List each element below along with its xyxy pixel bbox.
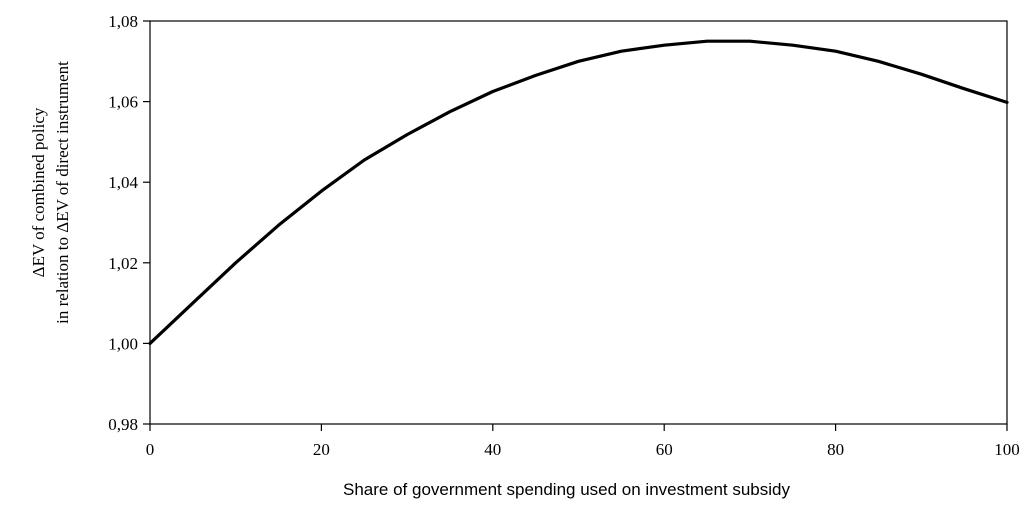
y-tick-label: 1,08	[108, 12, 138, 31]
y-tick-label: 1,04	[108, 173, 138, 192]
y-tick-label: 0,98	[108, 415, 138, 434]
x-tick-label: 60	[656, 440, 673, 459]
plot-area	[149, 20, 1008, 425]
y-tick-label: 1,02	[108, 254, 138, 273]
x-tick-label: 0	[146, 440, 155, 459]
x-axis-title: Share of government spending used on inv…	[343, 480, 790, 499]
x-tick-label: 80	[827, 440, 844, 459]
y-tick-label: 1,06	[108, 93, 138, 112]
y-axis-title-line-1: ΔEV of combined policy	[29, 107, 48, 277]
y-axis: 0,98 1,00 1,02 1,04 1,06 1,08	[108, 12, 150, 434]
x-tick-label: 100	[994, 440, 1020, 459]
series-line	[148, 39, 1009, 345]
y-tick-label: 1,00	[108, 334, 138, 353]
series-layer	[148, 39, 1009, 345]
x-tick-label: 40	[484, 440, 501, 459]
x-axis: 0 20 40 60 80 100	[146, 424, 1020, 459]
x-tick-label: 20	[313, 440, 330, 459]
y-axis-title-line-2: in relation to ΔEV of direct instrument	[53, 61, 72, 324]
